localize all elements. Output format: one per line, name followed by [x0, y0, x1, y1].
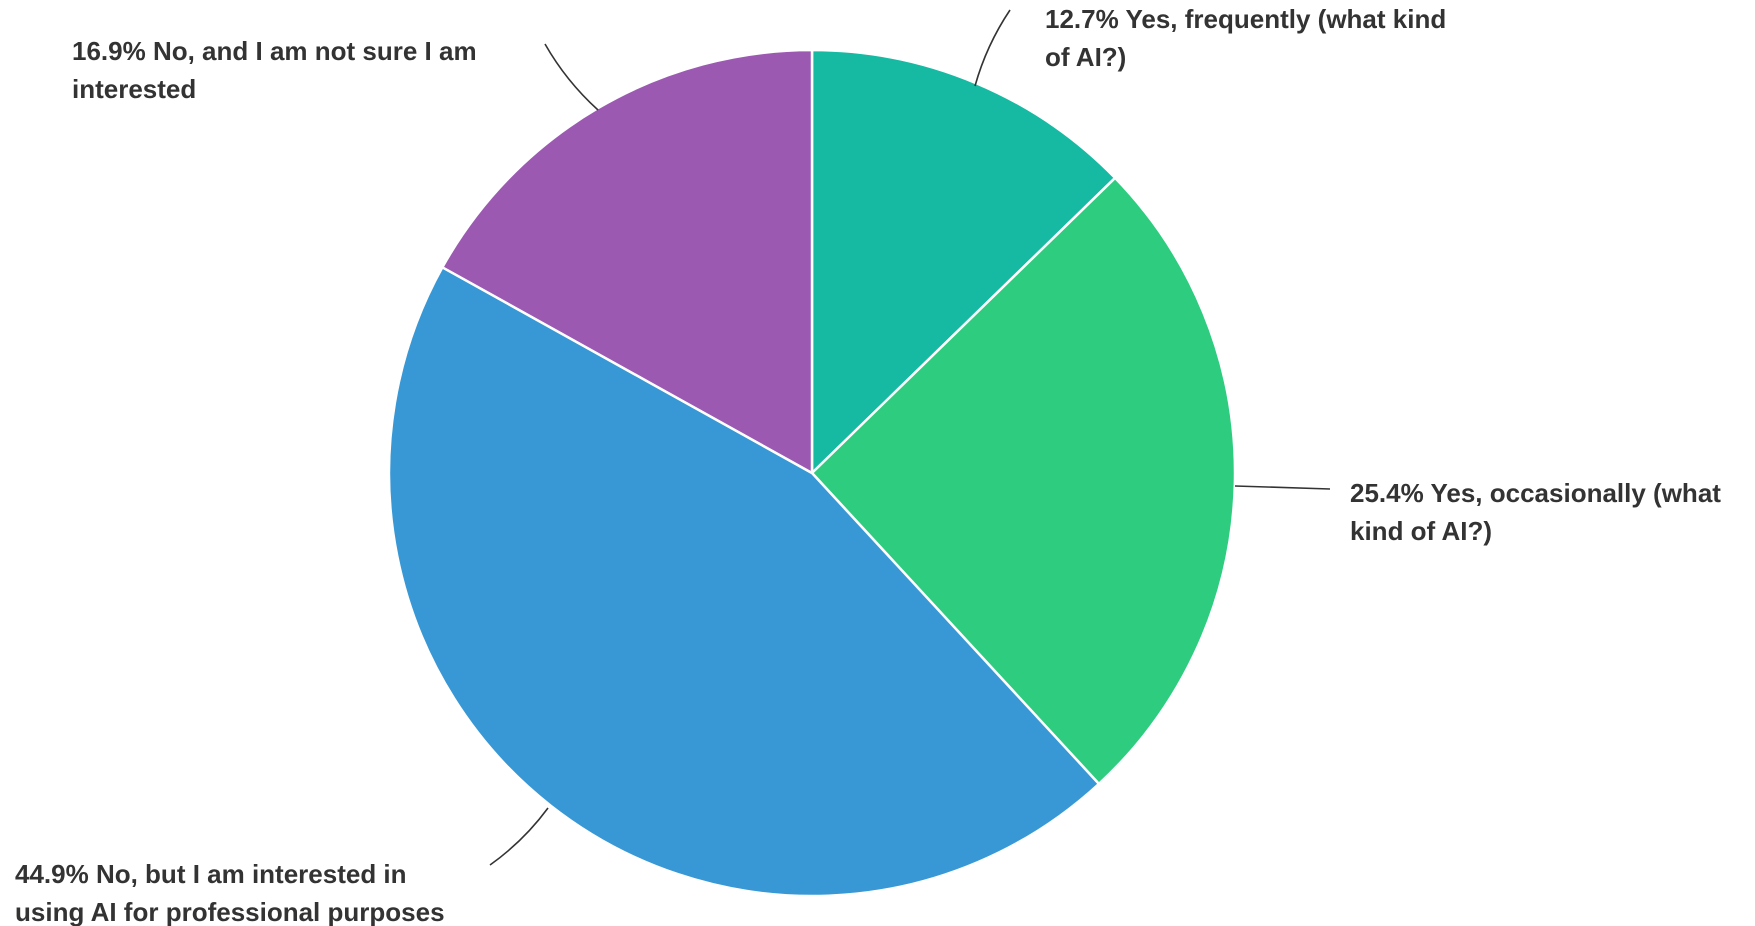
pie-slice-3	[387, 266, 1101, 898]
leader-line-3	[489, 807, 549, 866]
slice-label-3: 44.9% No, but I am interested in using AI…	[15, 859, 445, 926]
slice-label-line: of AI?)	[1045, 42, 1126, 72]
slice-label-1: 12.7% Yes, frequently (what kind of AI?)	[1045, 4, 1446, 72]
slice-label-line: kind of AI?)	[1350, 516, 1492, 546]
slice-label-line: 12.7% Yes, frequently (what kind	[1045, 4, 1446, 34]
leader-line-1	[974, 9, 1011, 87]
pie-slice-2	[810, 176, 1237, 786]
slice-label-line: using AI for professional purposes	[15, 897, 445, 926]
pie-slice-4	[441, 48, 814, 475]
leader-line-2	[1234, 485, 1331, 490]
slice-label-4: 16.9% No, and I am not sure I am interest…	[72, 36, 477, 104]
pie-leader-lines	[489, 9, 1331, 866]
pie-slices	[387, 48, 1237, 898]
slice-label-line: 44.9% No, but I am interested in	[15, 859, 407, 889]
slice-label-line: interested	[72, 74, 196, 104]
slice-label-2: 25.4% Yes, occasionally (what kind of AI?…	[1350, 478, 1721, 546]
leader-line-4	[544, 43, 599, 111]
pie-labels: 12.7% Yes, frequently (what kind of AI?) 2…	[15, 4, 1721, 926]
slice-label-line: 25.4% Yes, occasionally (what	[1350, 478, 1721, 508]
slice-label-line: 16.9% No, and I am not sure I am	[72, 36, 477, 66]
